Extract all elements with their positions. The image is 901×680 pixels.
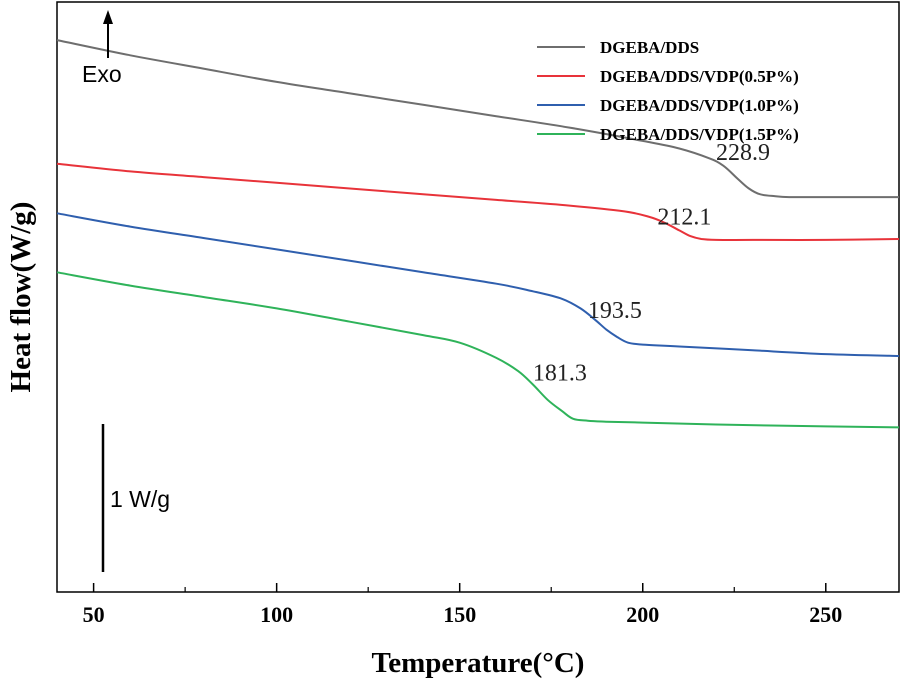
x-tick-label: 250 <box>809 602 842 627</box>
exo-indicator: Exo <box>82 10 122 87</box>
legend-label: DGEBA/DDS/VDP(1.0P%) <box>600 96 799 115</box>
series-line-2 <box>56 162 900 241</box>
series-layer <box>56 39 900 429</box>
series-line-1 <box>56 39 899 199</box>
legend-label: DGEBA/DDS <box>600 38 699 57</box>
x-axis-ticks: 50 100 150 200 250 <box>83 583 842 627</box>
tg-annotation: 212.1 <box>657 205 711 231</box>
x-tick-label: 150 <box>443 602 476 627</box>
legend-label: DGEBA/DDS/VDP(0.5P%) <box>600 67 799 86</box>
tg-annotation: 228.9 <box>716 140 770 166</box>
annotation-layer: 228.9 212.1 193.5 181.3 <box>533 140 770 387</box>
x-tick-label: 50 <box>83 602 105 627</box>
x-axis-title: Temperature(°C) <box>372 647 585 679</box>
legend: DGEBA/DDS DGEBA/DDS/VDP(0.5P%) DGEBA/DDS/V… <box>537 38 799 144</box>
scale-bar: 1 W/g <box>101 424 170 572</box>
exo-arrow-head-icon <box>103 10 113 24</box>
series-line-4 <box>56 271 900 429</box>
tg-annotation: 181.3 <box>533 361 587 387</box>
scale-bar-label: 1 W/g <box>110 486 170 512</box>
plot-frame <box>56 1 900 593</box>
y-axis-title: Heat flow(W/g) <box>5 202 37 393</box>
exo-label: Exo <box>82 61 122 87</box>
tg-annotation: 193.5 <box>588 298 642 324</box>
series-line-3 <box>56 212 900 357</box>
x-tick-label: 200 <box>626 602 659 627</box>
legend-label: DGEBA/DDS/VDP(1.5P%) <box>600 125 799 144</box>
x-tick-label: 100 <box>260 602 293 627</box>
